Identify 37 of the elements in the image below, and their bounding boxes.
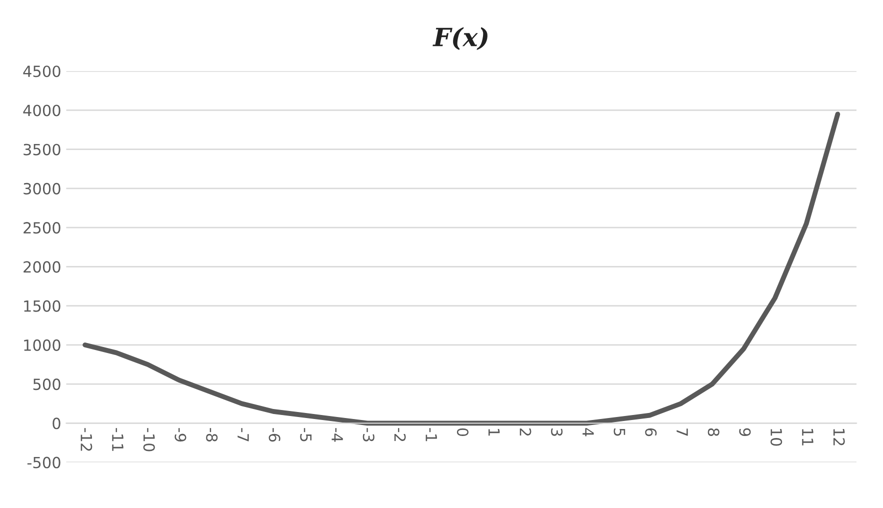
x-tick-label: 11 [802,429,814,446]
x-tick-label: 7 [676,428,688,436]
y-tick-label: 500 [33,378,60,390]
x-tick-label: 3 [551,428,563,436]
x-tick-label: -2 [394,428,406,442]
x-tick-label: -7 [238,428,249,442]
x-tick-label: -9 [174,428,186,442]
x-tick-label: -10 [143,428,155,452]
x-tick-label: 9 [739,428,751,436]
y-tick-label: 4500 [23,66,60,78]
y-tick-label: 2000 [24,261,60,273]
x-tick-label: -1 [426,428,437,442]
x-tick-label: 2 [520,428,532,436]
x-tick-label: -5 [300,428,312,442]
x-tick-label: -8 [206,428,218,442]
x-tick-label: -6 [268,428,280,442]
y-tick-label: 1500 [24,300,60,312]
x-tick-label: 10 [770,429,782,446]
y-tick-label: 3000 [24,182,60,194]
x-tick-label: 8 [708,428,720,436]
x-tick-label: 5 [614,428,626,436]
x-tick-label: -11 [112,428,124,451]
y-tick-label: 2500 [24,222,60,234]
x-tick-label: -12 [80,428,92,451]
x-tick-label: 0 [456,428,468,436]
x-tick-label: -4 [332,428,343,442]
y-tick-label: -500 [27,456,60,468]
y-tick-label: 4000 [23,104,60,116]
chart-title: F(x) [432,27,488,50]
x-tick-label: -3 [362,428,374,442]
x-tick-label: 1 [488,429,500,436]
x-tick-label: 4 [582,428,594,436]
x-tick-label: 12 [833,429,845,446]
line-series [82,112,840,426]
y-tick-label: 1000 [24,339,60,351]
x-tick-label: 6 [645,428,657,436]
y-tick-label: 3500 [24,144,60,156]
